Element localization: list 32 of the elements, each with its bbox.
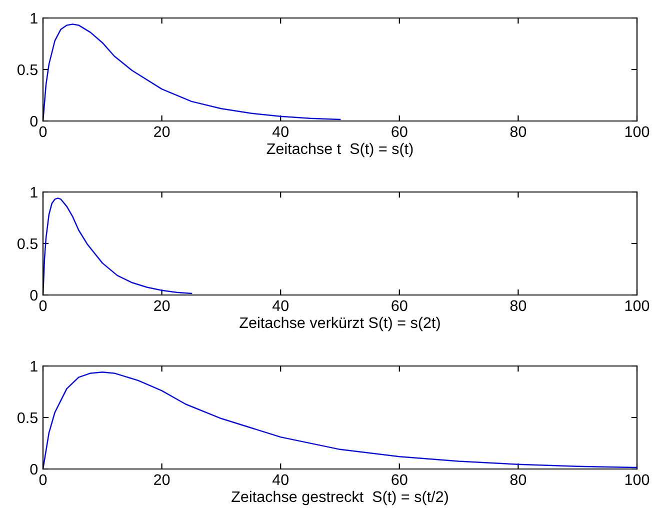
y-tick-label: 0.5 [18,238,38,250]
x-tick-label: 100 [625,474,650,486]
x-axis-title: Zeitachse verkürzt S(t) = s(2t) [240,316,440,332]
x-tick-label: 0 [39,474,47,486]
x-tick-label: 40 [272,300,288,312]
line-series [43,24,341,121]
x-tick-label: 40 [272,126,288,138]
x-tick-label: 20 [154,300,170,312]
x-tick-label: 20 [154,126,170,138]
y-tick-label: 0 [30,464,38,475]
x-tick-label: 60 [392,126,408,138]
x-tick-label: 80 [510,126,526,138]
y-tick-label: 1 [30,187,38,198]
y-tick-label: 0 [30,116,38,127]
y-tick-label: 0.5 [18,412,38,424]
x-tick-label: 0 [39,126,47,138]
y-tick-label: 0.5 [18,64,38,76]
x-tick-label: 100 [625,300,650,312]
y-tick-label: 1 [30,361,38,372]
y-tick-label: 1 [30,13,38,24]
x-axis-title: Zeitachse gestreckt S(t) = s(t/2) [232,490,448,506]
x-tick-label: 80 [510,300,526,312]
x-tick-label: 0 [39,300,47,312]
y-tick-label: 0 [30,290,38,301]
x-tick-label: 40 [272,474,288,486]
x-tick-label: 20 [154,474,170,486]
x-tick-label: 60 [392,300,408,312]
x-axis-title: Zeitachse t S(t) = s(t) [266,142,413,158]
x-tick-label: 80 [510,474,526,486]
x-tick-label: 60 [392,474,408,486]
x-tick-label: 100 [625,126,650,138]
line-series [43,198,192,295]
